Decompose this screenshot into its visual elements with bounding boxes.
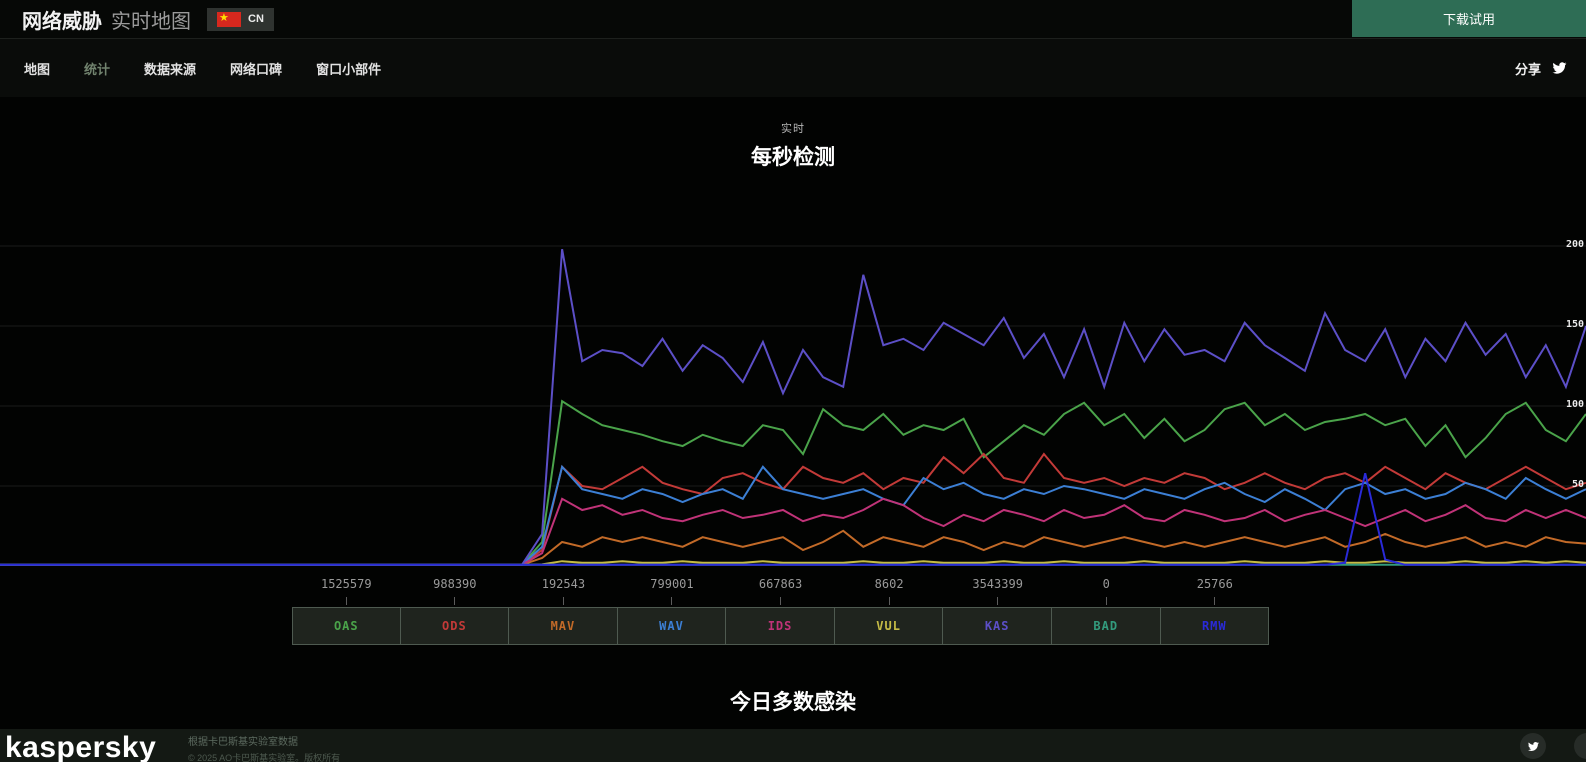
series-line-kas: [0, 249, 1586, 566]
stat-value-oas: 1525579: [320, 577, 372, 591]
stat-tick: [780, 597, 782, 605]
series-line-rmw: [0, 472, 1586, 566]
footer-copyright: © 2025 AO卡巴斯基实验室。版权所有: [188, 753, 341, 762]
section-title-most-infected: 今日多数感染: [730, 691, 856, 714]
stat-value-ids: 667863: [758, 577, 803, 591]
stat-value-kas: 3543399: [972, 577, 1023, 591]
stat-value-rmw: 25766: [1196, 577, 1233, 591]
nav-item-1[interactable]: 统计: [84, 61, 111, 77]
y-axis-label-50: 50: [1571, 479, 1584, 490]
kaspersky-logo[interactable]: kaspersky: [5, 731, 157, 762]
y-axis-label-200: 200: [1565, 239, 1584, 250]
footer-attribution: 根据卡巴斯基实验室数据: [188, 737, 298, 748]
share-area: 分享: [1515, 39, 1568, 97]
site-title-bold: 网络威胁: [22, 10, 102, 33]
stat-cell-mav: 192543 MAV: [509, 577, 618, 645]
country-code: CN: [248, 13, 264, 25]
detections-chart: 50 100 150 200: [0, 186, 1586, 566]
footer: kaspersky 根据卡巴斯基实验室数据 © 2025 AO卡巴斯基实验室。版…: [0, 729, 1586, 762]
stat-cell-vul: 8602 VUL: [834, 577, 944, 645]
legend-button-wav[interactable]: WAV: [617, 607, 727, 645]
stat-cell-oas: 1525579 OAS: [292, 577, 401, 645]
stat-tick: [1105, 597, 1107, 605]
nav-item-2[interactable]: 数据来源: [144, 61, 197, 77]
top-bar: 网络威胁 实时地图 ★ CN 下载试用: [0, 0, 1586, 38]
stat-value-bad: 0: [1102, 577, 1110, 591]
series-line-oas: [0, 399, 1586, 566]
legend-button-kas[interactable]: KAS: [943, 607, 1052, 645]
chart-title: 每秒检测: [751, 146, 835, 169]
stat-tick: [888, 597, 890, 605]
stat-cell-bad: 0 BAD: [1051, 577, 1161, 645]
country-selector[interactable]: ★ CN: [207, 7, 274, 31]
legend-button-rmw[interactable]: RMW: [1160, 607, 1270, 645]
stat-value-wav: 799001: [650, 577, 694, 591]
chart-header: 实时 每秒检测: [0, 120, 1586, 171]
stat-cell-kas: 3543399 KAS: [943, 577, 1052, 645]
twitter-icon[interactable]: [1551, 61, 1568, 75]
nav-item-3[interactable]: 网络口碑: [230, 61, 283, 77]
stat-tick: [345, 597, 347, 605]
stat-tick: [997, 597, 999, 605]
stat-cell-rmw: 25766 RMW: [1160, 577, 1270, 645]
chart-canvas: [0, 245, 1586, 566]
stat-value-mav: 192543: [541, 577, 586, 591]
stat-value-vul: 8602: [874, 577, 904, 591]
footer-twitter-icon[interactable]: [1520, 733, 1546, 759]
y-axis-label-150: 150: [1565, 319, 1584, 330]
site-title: 网络威胁 实时地图 ★ CN: [22, 0, 274, 38]
stat-tick: [562, 597, 564, 605]
legend-button-vul[interactable]: VUL: [834, 607, 944, 645]
legend-button-oas[interactable]: OAS: [292, 607, 401, 645]
china-flag-icon: ★: [217, 11, 241, 27]
legend-button-ids[interactable]: IDS: [726, 607, 835, 645]
footer-social-icon-partial[interactable]: [1574, 733, 1586, 759]
site-title-light: 实时地图: [111, 10, 191, 33]
share-button[interactable]: 分享: [1514, 61, 1541, 77]
footer-text: 根据卡巴斯基实验室数据 © 2025 AO卡巴斯基实验室。版权所有: [188, 733, 340, 762]
stat-value-ods: 988390: [433, 577, 477, 591]
legend-button-bad[interactable]: BAD: [1051, 607, 1161, 645]
stat-cell-ids: 667863 IDS: [726, 577, 835, 645]
stat-tick: [671, 597, 673, 605]
stat-cell-ods: 988390 ODS: [400, 577, 510, 645]
stat-tick: [454, 597, 456, 605]
series-line-ids: [0, 497, 1586, 566]
legend-button-mav[interactable]: MAV: [509, 607, 618, 645]
stat-cell-wav: 799001 WAV: [617, 577, 727, 645]
chart-subtitle: 实时: [781, 123, 805, 135]
download-trial-button[interactable]: 下载试用: [1352, 0, 1586, 37]
nav-bar: 地图 统计 数据来源 网络口碑 窗口小部件 分享: [0, 38, 1586, 97]
stat-tick: [1214, 597, 1216, 605]
nav-items: 地图 统计 数据来源 网络口碑 窗口小部件: [24, 39, 381, 97]
nav-item-0[interactable]: 地图: [24, 61, 51, 77]
stats-legend-row: 1525579 OAS 988390 ODS 192543 MAV 799001 WAV 667…: [292, 577, 1270, 645]
nav-item-4[interactable]: 窗口小部件: [316, 61, 382, 77]
y-axis-label-100: 100: [1565, 399, 1584, 410]
legend-button-ods[interactable]: ODS: [400, 607, 510, 645]
